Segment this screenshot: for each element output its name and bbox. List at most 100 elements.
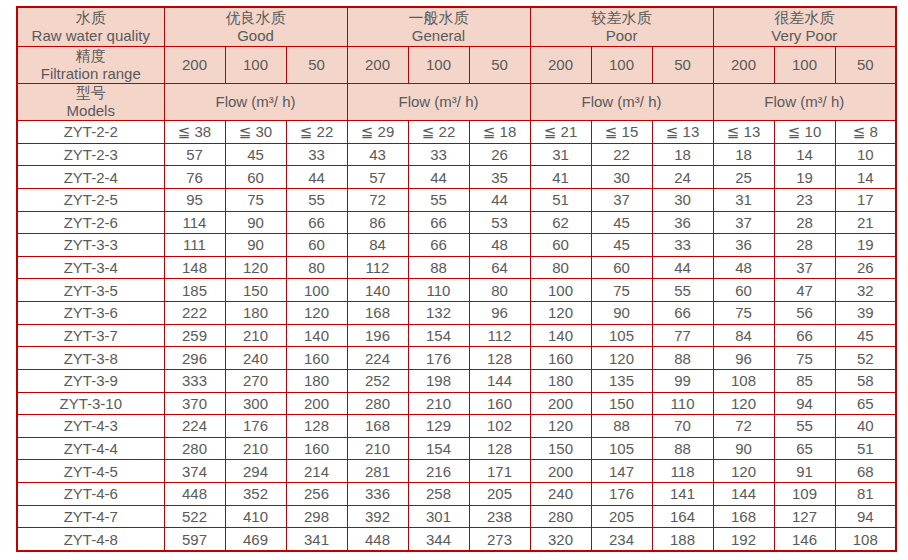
flow-value-cell: 185	[164, 279, 225, 302]
flow-value-cell: 70	[652, 415, 713, 438]
flow-value-cell: 128	[469, 437, 530, 460]
flow-value-cell: 14	[835, 166, 896, 189]
flow-value-cell: 48	[469, 234, 530, 257]
quality-general-zh: 一般水质	[348, 9, 530, 27]
header-row-quality: 水质 Raw water quality 优良水质 Good 一般水质 Gene…	[17, 7, 896, 47]
flow-value-cell: 129	[408, 415, 469, 438]
flow-value-cell: 90	[713, 437, 774, 460]
filtration-value-cell: 50	[835, 47, 896, 84]
flow-value-cell: 55	[652, 279, 713, 302]
flow-value-cell: 120	[713, 460, 774, 483]
model-cell: ZYT-3-3	[17, 234, 164, 257]
flow-value-cell: 120	[591, 347, 652, 370]
flow-value-cell: 45	[591, 234, 652, 257]
flow-value-cell: 28	[774, 234, 835, 257]
flow-value-cell: 18	[652, 143, 713, 166]
quality-good-en: Good	[165, 27, 347, 45]
flow-value-cell: 47	[774, 279, 835, 302]
flow-value-cell: 55	[774, 415, 835, 438]
filtration-spec-table: 水质 Raw water quality 优良水质 Good 一般水质 Gene…	[16, 6, 897, 552]
flow-label: Flow (m³/ h)	[216, 93, 296, 110]
models-en: Models	[18, 102, 164, 120]
flow-value-cell: 200	[530, 460, 591, 483]
flow-value-cell: ≦ 13	[652, 121, 713, 144]
flow-value-cell: 280	[164, 437, 225, 460]
flow-value-cell: 168	[713, 505, 774, 528]
raw-water-quality-en: Raw water quality	[18, 27, 164, 45]
flow-value-cell: 77	[652, 324, 713, 347]
flow-value-cell: 294	[225, 460, 286, 483]
flow-value-cell: 118	[652, 460, 713, 483]
flow-value-cell: 48	[713, 256, 774, 279]
header-quality-very-poor: 很差水质 Very Poor	[713, 7, 896, 47]
flow-value-cell: ≦ 13	[713, 121, 774, 144]
quality-poor-zh: 较差水质	[531, 9, 713, 27]
table-row: ZYT-3-31119060846648604533362819	[17, 234, 896, 257]
flow-value-cell: 258	[408, 483, 469, 506]
flow-value-cell: 91	[774, 460, 835, 483]
flow-value-cell: 200	[286, 392, 347, 415]
flow-value-cell: 90	[225, 234, 286, 257]
flow-value-cell: 99	[652, 369, 713, 392]
flow-value-cell: 51	[835, 437, 896, 460]
flow-value-cell: 25	[713, 166, 774, 189]
flow-value-cell: 31	[713, 188, 774, 211]
filtration-value-cell: 200	[713, 47, 774, 84]
flow-value-cell: ≦ 18	[469, 121, 530, 144]
quality-very-poor-en: Very Poor	[714, 27, 896, 45]
flow-value-cell: 280	[347, 392, 408, 415]
filtration-value: 50	[491, 56, 508, 73]
flow-value-cell: 154	[408, 324, 469, 347]
filtration-value: 200	[548, 56, 573, 73]
flow-value-cell: 26	[469, 143, 530, 166]
flow-value-cell: 96	[469, 302, 530, 325]
flow-value-cell: 180	[286, 369, 347, 392]
flow-value-cell: 52	[835, 347, 896, 370]
header-flow-good: Flow (m³/ h)	[164, 84, 347, 121]
table-body: ZYT-2-2≦ 38≦ 30≦ 22≦ 29≦ 22≦ 18≦ 21≦ 15≦…	[17, 121, 896, 552]
flow-value-cell: ≦ 10	[774, 121, 835, 144]
flow-value-cell: 60	[530, 234, 591, 257]
flow-value-cell: 56	[774, 302, 835, 325]
flow-value-cell: 24	[652, 166, 713, 189]
flow-value-cell: 37	[713, 211, 774, 234]
flow-value-cell: 41	[530, 166, 591, 189]
header-filtration-range: 精度 Filtration range	[17, 47, 164, 84]
table-row: ZYT-2-61149066866653624536372821	[17, 211, 896, 234]
flow-value-cell: 140	[347, 279, 408, 302]
flow-value-cell: 280	[530, 505, 591, 528]
flow-value-cell: 51	[530, 188, 591, 211]
table-row: ZYT-3-5185150100140110801007555604732	[17, 279, 896, 302]
flow-value-cell: 100	[286, 279, 347, 302]
flow-value-cell: 176	[408, 347, 469, 370]
flow-value-cell: 39	[835, 302, 896, 325]
flow-value-cell: 270	[225, 369, 286, 392]
flow-value-cell: 188	[652, 528, 713, 551]
table-row: ZYT-4-428021016021015412815010588906551	[17, 437, 896, 460]
filtration-value: 100	[426, 56, 451, 73]
flow-value-cell: 75	[225, 188, 286, 211]
flow-value-cell: 192	[713, 528, 774, 551]
table-row: ZYT-2-4766044574435413024251914	[17, 166, 896, 189]
flow-value-cell: 205	[469, 483, 530, 506]
flow-value-cell: 33	[408, 143, 469, 166]
flow-value-cell: 150	[530, 437, 591, 460]
flow-value-cell: 256	[286, 483, 347, 506]
flow-value-cell: 19	[835, 234, 896, 257]
flow-value-cell: 33	[652, 234, 713, 257]
flow-value-cell: 150	[225, 279, 286, 302]
table-row: ZYT-2-3574533433326312218181410	[17, 143, 896, 166]
flow-value-cell: 176	[225, 415, 286, 438]
flow-value-cell: 30	[652, 188, 713, 211]
flow-value-cell: 333	[164, 369, 225, 392]
table-row: ZYT-2-2≦ 38≦ 30≦ 22≦ 29≦ 22≦ 18≦ 21≦ 15≦…	[17, 121, 896, 144]
flow-value-cell: 57	[164, 143, 225, 166]
filtration-value-cell: 100	[408, 47, 469, 84]
filtration-value: 50	[674, 56, 691, 73]
flow-value-cell: 88	[652, 347, 713, 370]
flow-value-cell: 160	[530, 347, 591, 370]
model-cell: ZYT-3-4	[17, 256, 164, 279]
flow-value-cell: 240	[225, 347, 286, 370]
flow-value-cell: 300	[225, 392, 286, 415]
flow-value-cell: 95	[164, 188, 225, 211]
